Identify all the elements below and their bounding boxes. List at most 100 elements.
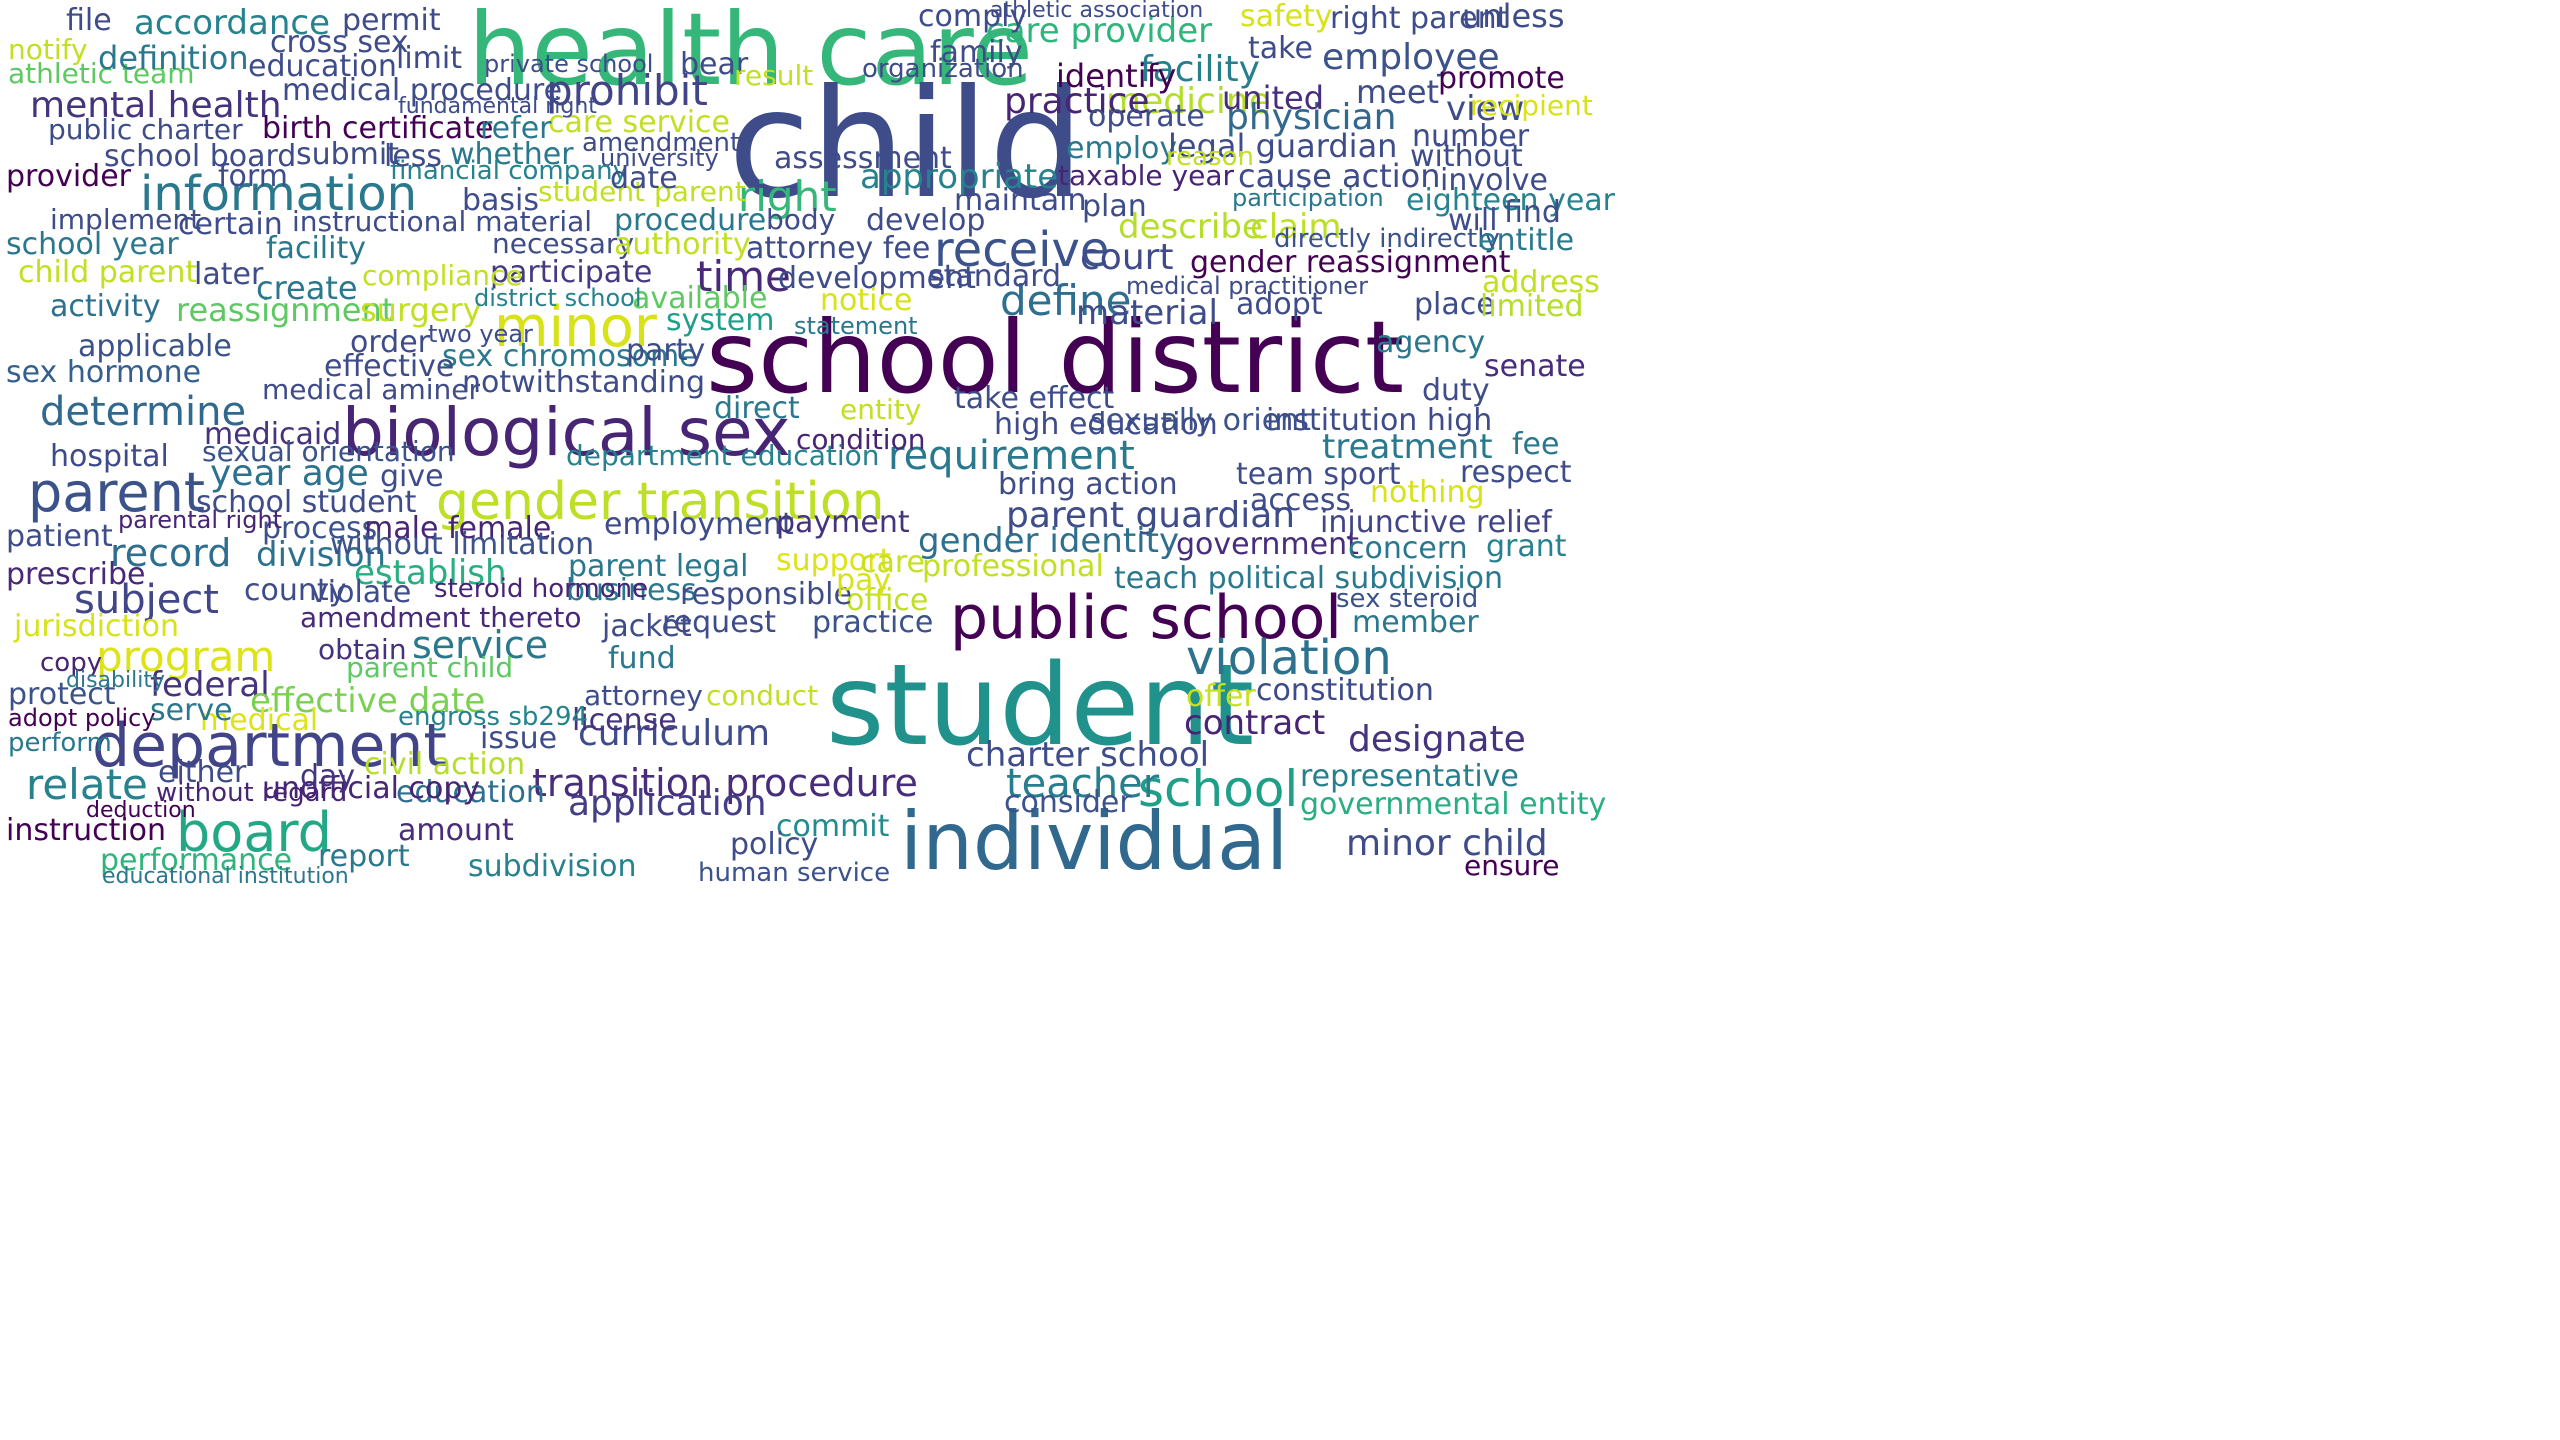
word-birth-certificate: birth certificate — [262, 111, 494, 146]
word-fee: fee — [1512, 427, 1560, 462]
word-united: united — [1222, 79, 1324, 117]
word-department-education: department education — [566, 439, 880, 472]
word-school-student: school student — [196, 485, 417, 520]
word-institution-high: institution high — [1266, 403, 1493, 438]
word-entity: entity — [840, 393, 922, 426]
word-necessary: necessary — [492, 227, 635, 260]
word-whether: whether — [450, 137, 574, 172]
word-education: education — [248, 49, 397, 84]
word-describe: describe — [1118, 207, 1263, 247]
word-legal-guardian: legal guardian — [1168, 127, 1398, 165]
word-athletic-team: athletic team — [8, 57, 195, 90]
word-parent-child: parent child — [346, 651, 514, 684]
word-patient: patient — [6, 519, 113, 554]
word-eighteen-year: eighteen year — [1406, 183, 1616, 218]
word-nothing: nothing — [1370, 475, 1485, 510]
word-directly-indirectly: directly indirectly — [1274, 224, 1500, 254]
word-take: take — [1248, 31, 1313, 66]
word-year-age: year age — [210, 453, 369, 494]
word-minor-child: minor child — [1346, 823, 1548, 864]
word-provider: provider — [6, 159, 131, 194]
word-process: process — [262, 511, 378, 546]
word-sexual-orientation: sexual orientation — [202, 435, 455, 468]
word-right-parent: right parent — [1330, 1, 1509, 36]
word-information: information — [140, 166, 418, 222]
word-public-charter: public charter — [48, 113, 243, 146]
word-authority: authority — [614, 227, 751, 262]
word-school: school — [1138, 760, 1299, 818]
word-health-care: health care — [468, 0, 1034, 108]
word-request: request — [662, 605, 777, 640]
word-jurisdiction: jurisdiction — [14, 609, 179, 644]
word-material: material — [1076, 293, 1218, 333]
word-fund: fund — [608, 641, 676, 676]
word-form: form — [218, 159, 288, 194]
word-commit: commit — [776, 809, 890, 844]
word-assessment: assessment — [774, 141, 952, 176]
word-responsible: responsible — [680, 577, 852, 612]
word-employee: employee — [1322, 37, 1500, 78]
word-entitle: entitle — [1478, 223, 1575, 258]
word-create: create — [256, 269, 358, 307]
word-condition: condition — [796, 423, 926, 456]
word-public-school: public school — [950, 583, 1342, 653]
word-attorney-fee: attorney fee — [746, 231, 931, 266]
word-care-service: care service — [548, 105, 731, 140]
word-policy: policy — [730, 827, 819, 862]
word-comply: comply — [918, 0, 1028, 34]
word-amount: amount — [398, 813, 514, 848]
word-recipient: recipient — [1470, 89, 1593, 122]
word-high-education: high education — [994, 407, 1218, 442]
word-duty: duty — [1422, 373, 1490, 408]
word-constitution: constitution — [1256, 673, 1434, 708]
word-mental-health: mental health — [30, 85, 282, 126]
word-minor: minor — [494, 295, 657, 360]
word-education-3: education — [396, 775, 545, 810]
word-result: result — [734, 59, 814, 92]
word-business: business — [566, 573, 697, 608]
word-school-board: school board — [104, 139, 297, 174]
word-county: county — [244, 573, 347, 608]
word-organization: organization — [862, 54, 1024, 84]
word-adopt-policy: adopt policy — [8, 704, 156, 732]
word-report: report — [318, 839, 410, 874]
word-standard: standard — [928, 259, 1062, 294]
word-without: without — [1410, 139, 1523, 174]
word-student-parent: student parent — [538, 175, 746, 208]
word-day: day — [300, 759, 356, 794]
word-division: division — [256, 535, 387, 575]
word-unofficial-copy: unofficial copy — [262, 771, 481, 806]
word-district-school: district school — [474, 284, 642, 312]
word-effective: effective — [324, 349, 455, 384]
word-department: department — [92, 711, 447, 781]
word-care: care — [860, 545, 926, 580]
word-define: define — [1000, 276, 1132, 325]
word-sexually-orient: sexually orient — [1090, 403, 1311, 438]
word-pay: pay — [836, 563, 892, 598]
word-cause-action: cause action — [1238, 157, 1441, 195]
word-gender-identity: gender identity — [918, 521, 1180, 561]
word-determine: determine — [40, 389, 247, 435]
word-facility-2: facility — [1140, 49, 1260, 90]
word-reason: reason — [1166, 142, 1254, 172]
word-bring-action: bring action — [998, 467, 1178, 502]
word-parental-right: parental right — [118, 506, 283, 534]
word-bear: bear — [680, 47, 749, 82]
word-permit: permit — [342, 3, 441, 38]
word-sex-chromosome: sex chromosome — [442, 339, 698, 374]
word-civil-action: civil action — [364, 747, 526, 782]
word-student: student — [826, 641, 1255, 771]
word-prohibit: prohibit — [546, 66, 708, 115]
word-place: place — [1414, 287, 1495, 322]
word-representative: representative — [1300, 759, 1519, 794]
word-respect: respect — [1460, 455, 1572, 490]
word-application: application — [568, 783, 767, 824]
word-medical-aminer: medical aminer — [262, 373, 480, 406]
word-order: order — [350, 325, 430, 360]
word-procedure: procedure — [614, 203, 767, 238]
word-gender-transition: gender transition — [436, 472, 885, 532]
word-child: child — [728, 58, 1085, 232]
word-meet: meet — [1356, 73, 1440, 111]
word-reassignment: reassignment — [176, 291, 395, 329]
word-team-sport: team sport — [1236, 457, 1401, 492]
